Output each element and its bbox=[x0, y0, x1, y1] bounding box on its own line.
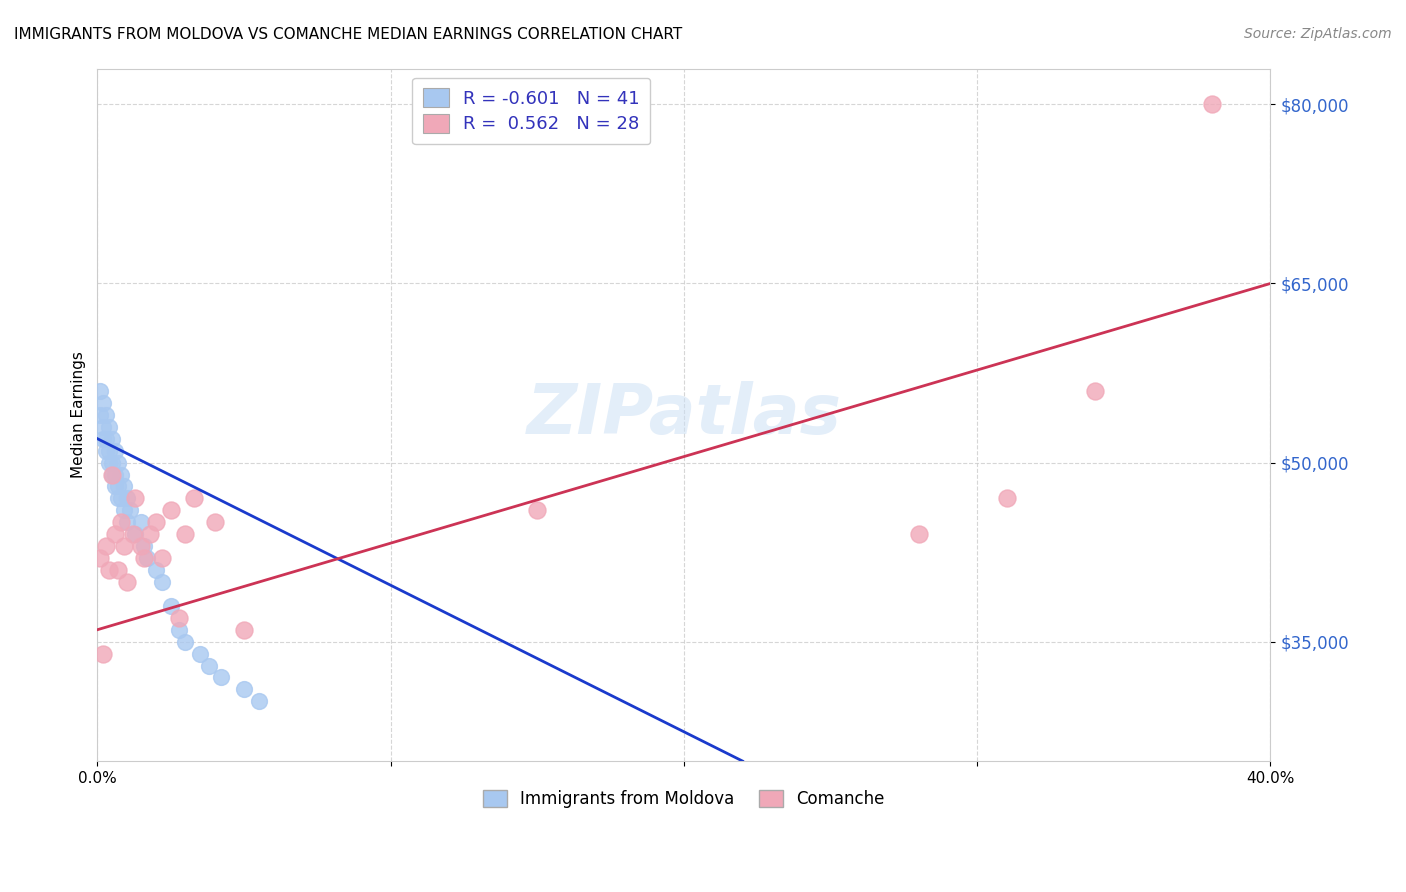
Point bbox=[145, 515, 167, 529]
Point bbox=[107, 456, 129, 470]
Point bbox=[124, 491, 146, 506]
Point bbox=[131, 515, 153, 529]
Point bbox=[98, 563, 121, 577]
Point bbox=[94, 539, 117, 553]
Point bbox=[101, 432, 124, 446]
Point bbox=[233, 682, 256, 697]
Point bbox=[94, 443, 117, 458]
Point bbox=[110, 467, 132, 482]
Point bbox=[94, 408, 117, 422]
Point bbox=[115, 574, 138, 589]
Point bbox=[995, 491, 1018, 506]
Point bbox=[169, 611, 191, 625]
Point bbox=[136, 551, 159, 566]
Point bbox=[233, 623, 256, 637]
Point bbox=[110, 515, 132, 529]
Point bbox=[1201, 97, 1223, 112]
Point bbox=[91, 432, 114, 446]
Point bbox=[89, 384, 111, 398]
Point bbox=[112, 539, 135, 553]
Point bbox=[183, 491, 205, 506]
Point bbox=[247, 694, 270, 708]
Point bbox=[110, 491, 132, 506]
Text: ZIPatlas: ZIPatlas bbox=[526, 381, 841, 449]
Point bbox=[159, 503, 181, 517]
Point bbox=[121, 527, 143, 541]
Text: Source: ZipAtlas.com: Source: ZipAtlas.com bbox=[1244, 27, 1392, 41]
Point bbox=[89, 551, 111, 566]
Point bbox=[526, 503, 548, 517]
Point bbox=[118, 503, 141, 517]
Point bbox=[104, 479, 127, 493]
Point bbox=[209, 671, 232, 685]
Point bbox=[91, 419, 114, 434]
Point bbox=[91, 647, 114, 661]
Point bbox=[98, 419, 121, 434]
Point bbox=[174, 527, 197, 541]
Point bbox=[101, 467, 124, 482]
Point bbox=[124, 527, 146, 541]
Point bbox=[115, 491, 138, 506]
Point bbox=[98, 456, 121, 470]
Text: IMMIGRANTS FROM MOLDOVA VS COMANCHE MEDIAN EARNINGS CORRELATION CHART: IMMIGRANTS FROM MOLDOVA VS COMANCHE MEDI… bbox=[14, 27, 682, 42]
Point bbox=[188, 647, 211, 661]
Point bbox=[115, 515, 138, 529]
Point bbox=[907, 527, 929, 541]
Point bbox=[1083, 384, 1105, 398]
Y-axis label: Median Earnings: Median Earnings bbox=[72, 351, 86, 478]
Point bbox=[104, 443, 127, 458]
Point bbox=[169, 623, 191, 637]
Point bbox=[107, 479, 129, 493]
Point bbox=[204, 515, 226, 529]
Point bbox=[174, 634, 197, 648]
Point bbox=[112, 503, 135, 517]
Point bbox=[101, 467, 124, 482]
Point bbox=[150, 551, 173, 566]
Point bbox=[131, 539, 153, 553]
Point bbox=[91, 396, 114, 410]
Point bbox=[198, 658, 221, 673]
Point bbox=[107, 491, 129, 506]
Point bbox=[104, 527, 127, 541]
Point bbox=[145, 563, 167, 577]
Legend: Immigrants from Moldova, Comanche: Immigrants from Moldova, Comanche bbox=[477, 783, 891, 815]
Point bbox=[112, 479, 135, 493]
Point bbox=[104, 467, 127, 482]
Point bbox=[101, 456, 124, 470]
Point bbox=[94, 432, 117, 446]
Point bbox=[134, 551, 156, 566]
Point bbox=[150, 574, 173, 589]
Point bbox=[134, 539, 156, 553]
Point bbox=[98, 443, 121, 458]
Point bbox=[159, 599, 181, 613]
Point bbox=[89, 408, 111, 422]
Point bbox=[139, 527, 162, 541]
Point bbox=[107, 563, 129, 577]
